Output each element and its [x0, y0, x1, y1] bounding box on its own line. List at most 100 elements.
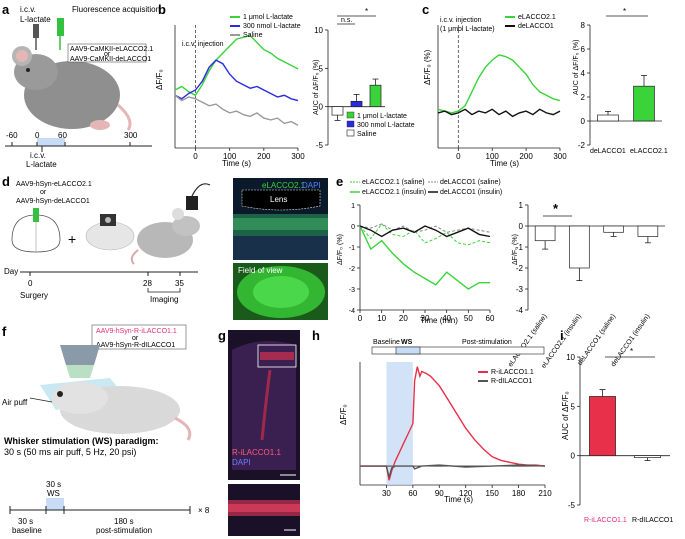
e-trace-y-tick-label: 1: [351, 203, 355, 210]
g-label-2: DAPI: [232, 458, 251, 467]
c-injection-2: (1 μmol L-lactate): [440, 26, 495, 33]
i-bar-bar-r-dilacco1: [634, 455, 661, 458]
e-trace-x-tick-label: 0: [358, 314, 363, 323]
c-bar-ylabel: AUC of ΔF/F₀ (%): [573, 40, 580, 95]
c-trace-legend: eLACCO2.1 deLACCO1: [505, 14, 556, 30]
b-bar-legend: 1 μmol L-lactate 300 nmol L-lactate Sali…: [346, 111, 415, 138]
micrograph-fov: [233, 263, 328, 320]
h-legend-1: R-dILACCO1: [491, 378, 532, 385]
i-bar-y-tick-label: 0: [571, 452, 576, 461]
h-trace-x-tick-label: 210: [538, 489, 552, 498]
i-sig-star: *: [630, 347, 633, 356]
b-bar-bar-300-nmol-l-lactate: [350, 100, 363, 108]
micro-title-2: DAPI: [302, 181, 321, 190]
h-trace-x-tick-label: 180: [512, 489, 526, 498]
c-trace-series-delacco1: [437, 108, 561, 118]
c-trace-x-tick-label: 100: [486, 152, 500, 161]
c-trace-x-tick-label: 300: [553, 152, 567, 161]
c-bar-y-tick-label: 0: [581, 117, 586, 126]
b-trace-x-tick-label: 200: [257, 152, 271, 161]
c-trace-x-tick-label: 0: [456, 152, 461, 161]
e-trace-y-tick-label: -4: [349, 308, 355, 315]
c-trace-x-tick-label: 200: [519, 152, 533, 161]
panel-letter-g: g: [218, 328, 226, 343]
c-trace-series-elacco2-1: [437, 54, 561, 114]
panel-letter-c: c: [422, 2, 429, 17]
panel-letter-i: i: [560, 328, 564, 343]
i-bar-y-tick-label: 10: [566, 353, 575, 362]
c-bar-y-tick-label: 2: [581, 93, 586, 102]
d-imaging: Imaging: [150, 295, 178, 304]
d-surgery: Surgery: [20, 291, 48, 300]
chart-i-bar: -5 0 5 10: [566, 353, 670, 510]
e-bar-y-tick-label: -4: [516, 306, 524, 315]
h-trace-x-tick-label: 30: [382, 489, 391, 498]
e-trace-x-tick-label: 60: [486, 314, 495, 323]
mouse-miniscope-illustration: [130, 183, 211, 265]
h-phase-ws: WS: [401, 339, 413, 346]
c-bar-bar-elacco2-1: [633, 85, 655, 122]
b-legend-0: 1 μmol L-lactate: [243, 14, 293, 21]
two-photon-setup-illustration: [29, 345, 192, 441]
h-phase-post: Post-stimulation: [462, 339, 512, 346]
e-bar-ylabel: ΔF/F₀ (%): [512, 234, 519, 265]
timeline-a-tick-3: 300: [124, 131, 138, 140]
h-trace-xlabel: Time (s): [444, 495, 473, 504]
h-trace-ylabel: ΔF/F₀: [339, 404, 348, 425]
g-label-1: R-iLACCO1.1: [232, 448, 281, 457]
d-day-28: 28: [143, 279, 152, 288]
b-legend-1: 300 nmol L-lactate: [243, 23, 301, 30]
c-bar-y-tick-label: 4: [581, 69, 586, 78]
c-sig-star: *: [623, 7, 626, 16]
virus-f-2: AAV9-hSyn-R-dILACCO1: [96, 342, 175, 349]
b-bar-y-tick-label: 0: [319, 103, 324, 112]
day-label: Day: [4, 267, 18, 276]
lens-label: Lens: [270, 195, 287, 204]
ws-label: WS: [47, 489, 60, 498]
h-phase-baseline: Baseline: [373, 339, 400, 346]
e-trace-y-tick-label: -1: [349, 245, 355, 252]
chart-h-trace: 30 60 90 120 150 180 210: [359, 362, 552, 498]
i-bar-ylabel: AUC of ΔF/F₀: [561, 391, 570, 440]
icv-label-top: i.c.v.: [20, 5, 36, 14]
e-trace-x-tick-label: 30: [421, 314, 430, 323]
repeat-label: × 8: [198, 506, 210, 515]
ws-desc: 30 s (50 ms air puff, 5 Hz, 20 psi): [4, 447, 136, 457]
chart-c-trace: 0 100 200 300: [437, 25, 567, 161]
e-sig-star: *: [553, 201, 559, 216]
h-trace-ws-shade: [386, 362, 413, 485]
c-trace-ylabel: ΔF/F₀ (%): [423, 49, 432, 85]
e-bar-y-tick-label: 0: [519, 222, 524, 231]
timeline-a-tick-1: 0: [35, 131, 40, 140]
e-legend-2: deLACCO1 (saline): [440, 179, 501, 186]
virus-a-or: or: [104, 51, 111, 58]
virus-d-2: AAV9-hSyn-deLACCO1: [16, 198, 90, 205]
timeline-a-window: [37, 138, 65, 146]
i-cat-1: R-dILACCO1: [632, 517, 673, 524]
micrograph-brain-slice: [228, 330, 300, 480]
brain-section-illustration: [11, 208, 61, 253]
h-trace-series-r-ilacco1-1: [360, 366, 546, 481]
e-trace-x-tick-label: 20: [399, 314, 408, 323]
b-bar-y-tick-label: -5: [316, 141, 324, 150]
c-legend-0: eLACCO2.1: [518, 14, 556, 21]
e-trace-y-tick-label: -3: [349, 287, 355, 294]
i-bar-bar-r-ilacco1-1: [589, 396, 616, 457]
baseline-2: baseline: [12, 526, 42, 535]
e-bar-cat-label: deLACCO1 (insulin): [610, 313, 651, 368]
air-puff-label: Air puff: [2, 398, 28, 407]
panel-letter-f: f: [2, 324, 7, 339]
e-trace-x-tick-label: 50: [464, 314, 473, 323]
d-day-0: 0: [28, 279, 33, 288]
e-trace-ylabel: ΔF/F₀ (%): [337, 234, 344, 265]
micro-title-1: eLACCO2.1: [262, 181, 306, 190]
c-injection-1: i.c.v. injection: [440, 17, 482, 24]
c-bar-y-tick-label: -2: [578, 141, 586, 150]
virus-d-or: or: [40, 189, 47, 196]
chart-c-bar: -2 0 2 4 6 8: [578, 21, 662, 150]
panel-letter-h: h: [312, 328, 320, 343]
c-legend-1: deLACCO1: [518, 23, 554, 30]
b-legend-2: Saline: [243, 32, 263, 39]
timeline-a-lactate: L-lactate: [26, 160, 57, 169]
